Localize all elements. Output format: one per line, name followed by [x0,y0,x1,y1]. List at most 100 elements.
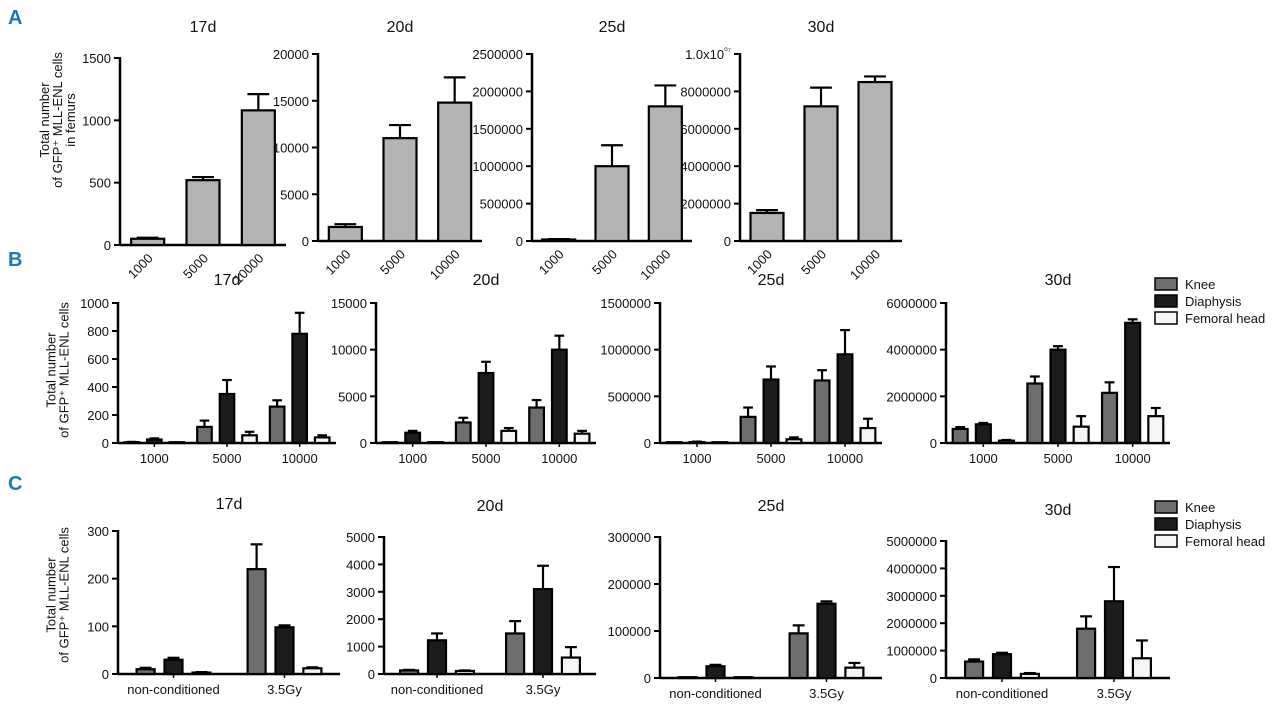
bar [382,137,418,243]
bar [240,109,276,247]
bar [1026,382,1044,445]
chart-title: 30d [808,19,835,36]
y-tick-label: 0 [360,436,367,451]
x-tick-label: non-conditioned [669,686,762,701]
y-tick-label: 10000 [273,141,309,156]
bar [647,105,683,243]
chart-c-17d: 17d 0 100 200 300 non-conditioned 3.5Gy [87,496,340,697]
y-tick-label: 5000 [338,389,367,404]
y-tick-label: 1.0x10⁰⁷ [685,46,731,62]
bar [327,225,363,243]
y-tick-label: 1500000 [600,296,651,311]
bar [711,441,729,445]
bar [859,426,877,445]
y-tick-label: 100 [87,619,109,634]
bar [749,211,785,243]
x-tick-label: 1000 [398,451,427,466]
y-tick-label: 15000 [331,296,367,311]
y-tick-label: 3000000 [886,589,937,604]
y-tick-label: 100000 [608,624,651,639]
chart-title: 20d [387,19,414,36]
bar [560,656,582,676]
chart-b-17d: 17d 0 200 400 600 800 1000 1000 5000 10000 [80,272,336,466]
chart-c-20d: 20d 0 1000 2000 3000 4000 5000 non-conditioned 3… [346,498,596,697]
y-tick-label: 500000 [608,389,651,404]
y-tick-label: 2000000 [680,197,731,212]
bar [1049,348,1067,445]
chart-b-30d: 30d 0 2000000 4000000 6000000 1000 5000 10000 [886,272,1170,466]
chart-title: 17d [216,496,243,513]
bar [803,105,839,243]
y-axis-label-b: Total numberof GFP⁺ MLL-ENL cells [44,302,72,438]
bar [1100,391,1119,445]
x-tick-label: 10000 [827,451,863,466]
x-tick-label: 5000 [213,451,242,466]
legend-swatch [1154,517,1178,531]
chart-title: 25d [758,498,785,515]
y-tick-label: 8000000 [680,84,731,99]
bar [844,666,865,680]
y-axis-label-c: Total numberof GFP⁺ MLL-ENL cells [44,527,72,663]
y-tick-label: 5000 [346,530,375,545]
x-tick-label: 1000 [683,451,712,466]
legend-swatch [1154,294,1178,308]
panel-letter-c: C [8,473,22,495]
x-tick-label: 10000 [282,451,318,466]
bar [857,80,893,243]
bar [788,632,809,680]
bar [1019,672,1041,680]
bar [785,438,803,445]
chart-title: 17d [190,19,217,36]
chart-a-30d: 30d 0 2000000 4000000 6000000 8000000 1.0x10⁰⁷… [680,19,902,283]
y-tick-label: 4000000 [886,561,937,576]
bar [135,668,156,676]
y-tick-label: 600 [87,352,109,367]
chart-title: 30d [1045,272,1072,289]
y-tick-label: 0 [102,667,109,682]
legend-swatch [1154,277,1178,291]
y-tick-label: 1500000 [472,122,523,137]
y-tick-label: 0 [644,436,651,451]
bar [196,425,213,445]
x-tick-label: 3.5Gy [526,682,561,697]
bar [185,179,221,247]
bar [1131,657,1153,680]
y-tick-label: 200 [87,572,109,587]
y-tick-label: 0 [644,671,651,686]
bar [291,332,309,445]
legend-label: Diaphysis [1185,294,1242,309]
y-tick-label: 1000 [346,640,375,655]
bar [705,665,726,680]
x-tick-label: 1000 [125,251,156,282]
chart-c-25d: 25d 0 100000 200000 300000 non-conditioned 3.5… [608,498,882,701]
bar [274,626,295,676]
bar [813,379,831,445]
y-tick-label: 0 [104,238,111,253]
bar [218,392,236,445]
bar [573,432,591,445]
legend-swatch [1154,500,1178,514]
y-tick-label: 0 [930,436,937,451]
bar [404,431,422,445]
chart-title: 25d [599,19,626,36]
bar [1103,600,1125,680]
y-tick-label: 4000 [346,557,375,572]
x-tick-label: 5000 [798,247,829,278]
y-tick-label: 1000000 [886,644,937,659]
y-tick-label: 800 [87,324,109,339]
x-tick-label: 1000 [536,247,567,278]
legend-label: Knee [1185,277,1215,292]
y-tick-label: 6000000 [886,296,937,311]
x-tick-label: 3.5Gy [809,686,844,701]
y-tick-label: 1500 [82,51,111,66]
y-tick-label: 20000 [273,47,309,62]
y-tick-label: 5000000 [886,534,937,549]
chart-c-30d: 30d 0 1000000 2000000 3000000 4000000 5000000 n… [886,502,1170,701]
bar [739,415,757,445]
bar [130,237,166,247]
y-tick-label: 2000000 [886,389,937,404]
panel-letter-b: B [8,249,22,271]
y-tick-label: 500000 [480,197,523,212]
bar [762,378,780,445]
bar [145,438,163,445]
